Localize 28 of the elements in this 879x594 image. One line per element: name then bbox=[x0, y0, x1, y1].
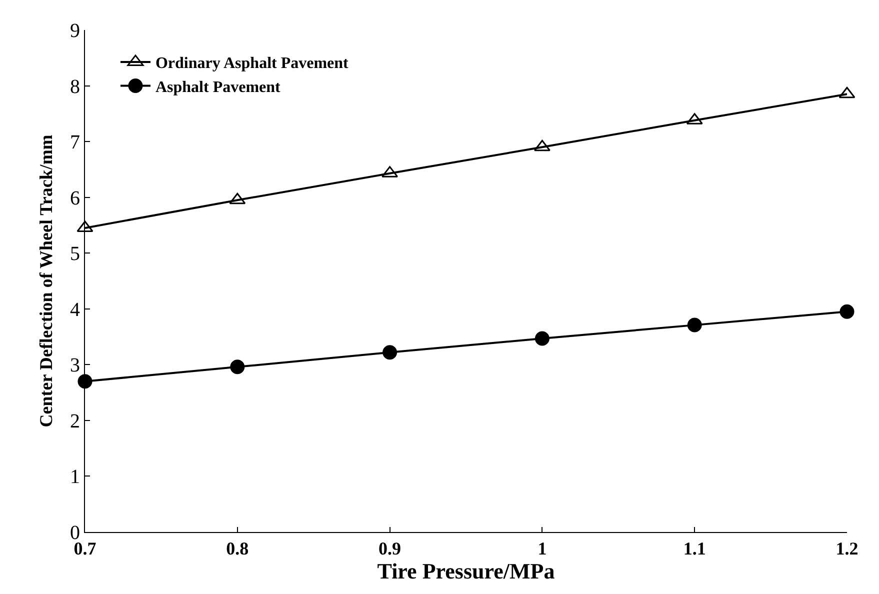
x-tick-label: 1.2 bbox=[836, 538, 858, 559]
x-axis-title: Tire Pressure/MPa bbox=[377, 558, 555, 584]
y-tick-label: 8 bbox=[70, 76, 80, 98]
point bbox=[534, 140, 550, 152]
x-tick-label: 1 bbox=[538, 538, 547, 559]
y-axis-title: Center Deflection of Wheel Track/mm bbox=[36, 134, 56, 428]
point bbox=[230, 360, 245, 374]
point bbox=[687, 318, 702, 332]
y-tick-label: 4 bbox=[70, 298, 80, 321]
y-tick-label: 5 bbox=[70, 243, 80, 266]
point bbox=[78, 374, 92, 389]
y-tick-label: 7 bbox=[70, 132, 80, 154]
legend-label: Asphalt Pavement bbox=[155, 79, 282, 96]
x-tick-label: 0.8 bbox=[226, 538, 249, 559]
y-tick-label: 6 bbox=[70, 187, 80, 210]
point bbox=[76, 220, 94, 232]
point bbox=[382, 345, 398, 360]
y-tick-label: 2 bbox=[70, 410, 80, 432]
point bbox=[840, 304, 854, 319]
x-tick-label: 0.9 bbox=[378, 538, 402, 559]
y-tick-label: 9 bbox=[70, 20, 80, 42]
legend-label: Ordinary Asphalt Pavement bbox=[155, 55, 350, 72]
point bbox=[534, 331, 550, 346]
point bbox=[229, 192, 246, 204]
y-tick-label: 1 bbox=[70, 466, 80, 488]
x-tick-label: 1.1 bbox=[683, 538, 706, 559]
point bbox=[838, 86, 856, 98]
y-tick-label: 3 bbox=[70, 354, 80, 377]
